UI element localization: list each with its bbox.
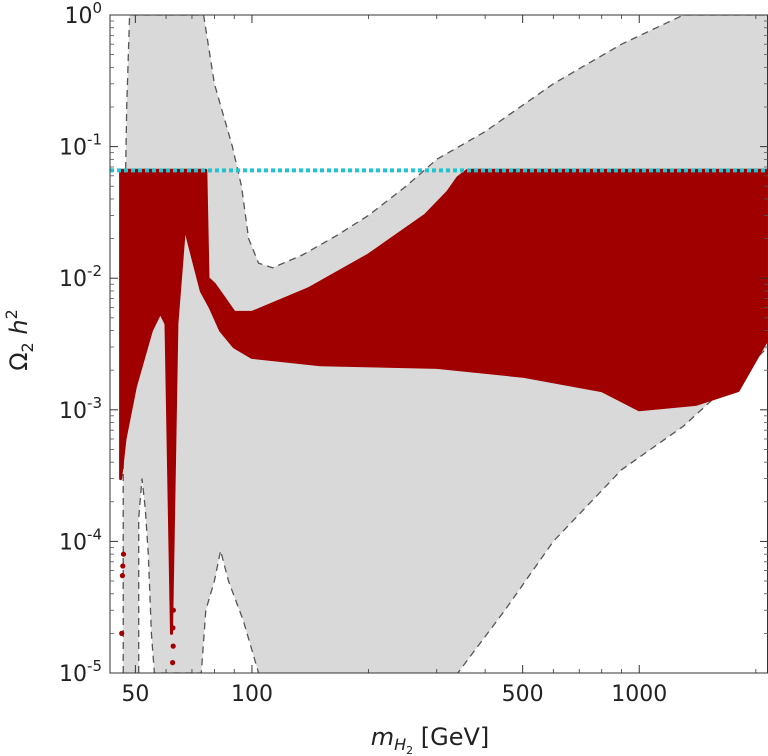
y-tick-label-base: 10 [59, 530, 87, 555]
scan-point [119, 573, 125, 579]
x-tick-label: 500 [502, 682, 544, 707]
y-tick-label: 10-1 [59, 131, 102, 161]
scan-point [120, 551, 127, 557]
y-tick-label-base: 10 [59, 136, 87, 161]
y-tick-label: 10-2 [59, 262, 102, 292]
plot-content [110, 15, 768, 673]
y-tick-label: 10-3 [59, 394, 102, 424]
y-tick-label: 10-5 [59, 657, 102, 687]
x-axis-title-sub: H [394, 735, 406, 754]
y-axis-title-rest: h [5, 319, 33, 342]
scan-point [119, 630, 125, 637]
y-tick-label-exponent: -3 [87, 394, 102, 412]
allowed-region-outer-boundary [122, 15, 768, 673]
x-tick-label: 1000 [611, 682, 667, 707]
y-tick-label-base: 10 [59, 662, 87, 687]
x-axis-title-subsub: 2 [406, 744, 413, 756]
scan-points-band [119, 168, 768, 635]
y-tick-label-exponent: -4 [87, 525, 102, 543]
x-axis-title-unit: [GeV] [413, 723, 489, 751]
x-tick-label: 100 [231, 682, 273, 707]
y-axis-title-sup: 2 [2, 309, 21, 319]
scan-point [170, 625, 176, 631]
y-tick-label-base: 10 [64, 4, 92, 29]
y-tick-label-exponent: -5 [87, 657, 102, 675]
x-axis-title-main: m [371, 723, 394, 751]
x-tick-label: 50 [121, 682, 149, 707]
y-axis-title: Ω2 h2 [2, 309, 37, 371]
y-axis-title-main: Ω [5, 352, 33, 370]
y-axis-title-sub: 2 [18, 342, 37, 352]
y-tick-label-base: 10 [59, 267, 87, 292]
y-tick-label-exponent: -2 [87, 262, 102, 280]
scan-point [170, 607, 176, 613]
y-tick-label-base: 10 [59, 399, 87, 424]
y-tick-label: 10-4 [59, 525, 102, 555]
scan-point [170, 660, 176, 666]
y-tick-label-exponent: 0 [92, 0, 102, 17]
y-tick-label-exponent: -1 [87, 131, 102, 149]
x-axis-title: mH2 [GeV] [371, 723, 490, 756]
plot-area [110, 15, 768, 673]
y-tick-label: 100 [64, 0, 102, 29]
scan-point [120, 563, 126, 569]
scan-point [170, 643, 176, 649]
